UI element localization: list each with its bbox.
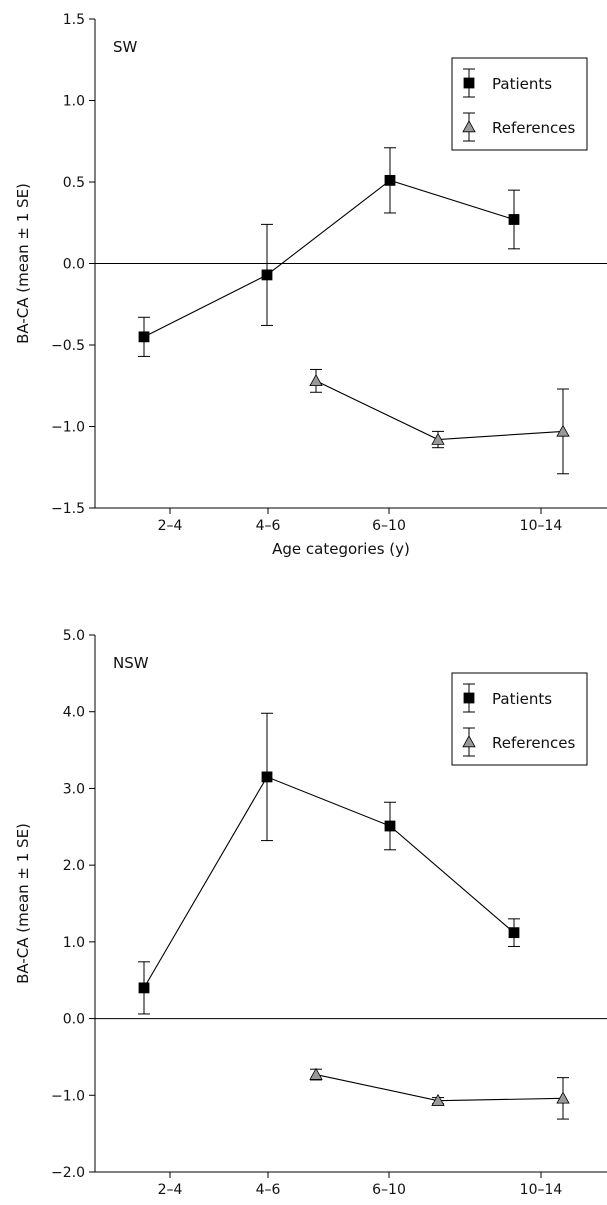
legend-label-references: References — [492, 734, 576, 752]
y-tick-label: 2.0 — [63, 858, 85, 874]
y-tick-label: 1.0 — [63, 935, 85, 951]
series-references — [309, 1067, 570, 1120]
legend-marker — [462, 735, 476, 748]
y-tick-label: 1.5 — [63, 12, 85, 28]
data-point — [261, 269, 273, 281]
y-tick-label: 0.0 — [63, 257, 85, 273]
x-tick-label: 4–6 — [256, 1182, 281, 1198]
data-point — [508, 927, 520, 939]
data-point — [431, 1093, 445, 1106]
legend-box — [451, 672, 588, 766]
y-tick-label: −0.5 — [51, 338, 85, 354]
data-point — [556, 424, 570, 437]
x-tick-label: 10–14 — [520, 1182, 563, 1198]
x-tick-label: 10–14 — [520, 518, 563, 534]
x-tick-label: 6–10 — [372, 1182, 406, 1198]
legend-box — [451, 57, 588, 151]
y-tick-label: −1.0 — [51, 1088, 85, 1104]
data-point — [138, 982, 150, 994]
legend-label-references: References — [492, 119, 576, 137]
legend-marker — [463, 692, 475, 704]
legend-marker — [462, 120, 476, 133]
series-references — [309, 368, 570, 475]
legend: Patients References — [451, 57, 588, 151]
panel-label: SW — [113, 38, 138, 56]
data-point — [384, 820, 396, 832]
legend-marker — [463, 77, 475, 89]
data-point — [261, 771, 273, 783]
data-point — [384, 174, 396, 186]
y-tick-label: 4.0 — [63, 705, 85, 721]
y-tick-label: −1.0 — [51, 420, 85, 436]
y-tick-label: −1.5 — [51, 501, 85, 517]
y-tick-label: 3.0 — [63, 781, 85, 797]
y-tick-label: 1.0 — [63, 94, 85, 110]
y-tick-label: 0.0 — [63, 1012, 85, 1028]
legend: Patients References — [451, 672, 588, 766]
legend-label-patients: Patients — [492, 75, 552, 93]
x-tick-label: 6–10 — [372, 518, 406, 534]
chart-panel-sw: −1.5 −1.0 −0.5 0.0 0.5 1.0 1.5 2–4 4–6 6–10 10–14 A… — [14, 12, 607, 558]
data-point — [138, 331, 150, 343]
series-patients — [138, 147, 520, 357]
x-tick-label: 4–6 — [256, 518, 281, 534]
x-tick-label: 2–4 — [158, 518, 183, 534]
y-axis-title: BA-CA (mean ± 1 SE) — [14, 183, 32, 344]
panel-label: NSW — [113, 654, 149, 672]
series-patients — [138, 712, 520, 1015]
x-axis-title: Age categories (y) — [272, 540, 410, 558]
data-point — [309, 374, 323, 387]
x-tick-label: 2–4 — [158, 1182, 183, 1198]
series-line — [143, 776, 515, 989]
chart-panel-nsw: −2.0 −1.0 0.0 1.0 2.0 3.0 4.0 5.0 2–4 4–6 6–10 10–1… — [14, 628, 607, 1205]
y-tick-label: 0.5 — [63, 175, 85, 191]
data-point — [431, 432, 445, 445]
y-axis-title: BA-CA (mean ± 1 SE) — [14, 823, 32, 984]
y-tick-label: −2.0 — [51, 1165, 85, 1181]
series-line — [143, 179, 515, 338]
data-point — [556, 1091, 570, 1104]
y-tick-label: 5.0 — [63, 628, 85, 644]
series-line — [315, 380, 564, 441]
data-point — [309, 1067, 323, 1080]
data-point — [508, 214, 520, 225]
legend-label-patients: Patients — [492, 690, 552, 708]
